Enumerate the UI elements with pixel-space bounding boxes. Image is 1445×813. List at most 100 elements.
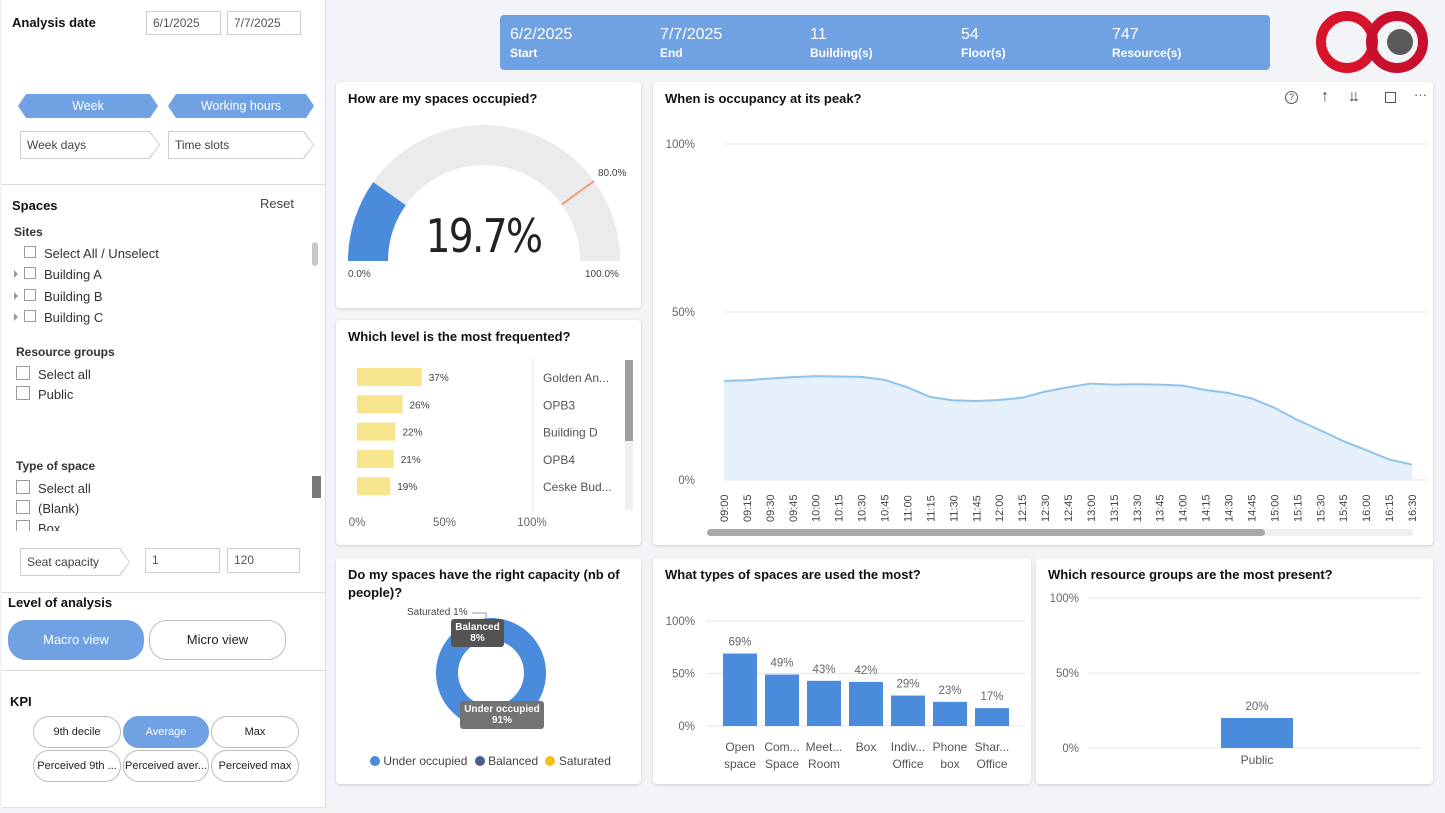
kpi-max-button[interactable]: Max <box>211 716 299 748</box>
checkbox-building-a[interactable] <box>24 267 36 279</box>
types-x-label: space <box>724 757 756 771</box>
level-scrollbar[interactable] <box>625 360 633 441</box>
types-bar[interactable] <box>807 680 841 726</box>
kpi-perceived-max-button[interactable]: Perceived max <box>211 750 299 782</box>
peak-x-tick: 11:30 <box>948 495 960 522</box>
types-x-label: Meet... <box>806 740 843 754</box>
expand-icon[interactable] <box>14 313 18 321</box>
types-x-label: Space <box>765 757 799 771</box>
legend-balanced[interactable]: Balanced <box>488 754 539 768</box>
types-card: What types of spaces are used the most? … <box>653 558 1031 784</box>
summary-banner: 6/2/2025 Start 7/7/2025 End 11 Building(… <box>500 15 1270 70</box>
legend-dot-saturated <box>545 756 556 766</box>
start-label: Start <box>510 46 538 60</box>
kpi-perceived-average-button[interactable]: Perceived aver... <box>123 750 209 782</box>
kpi-perceived-9th-button[interactable]: Perceived 9th ... <box>33 750 121 782</box>
peak-x-tick: 15:15 <box>1292 494 1304 522</box>
groups-title: Which resource groups are the most prese… <box>1048 567 1333 582</box>
capacity-legend: Under occupied Balanced Saturated <box>370 754 611 768</box>
checkbox-select-all-sites[interactable] <box>24 246 36 258</box>
logo-ring-left <box>1316 11 1378 73</box>
level-bar[interactable] <box>357 477 391 496</box>
level-bar[interactable] <box>357 449 394 468</box>
week-days-filter[interactable]: Week days <box>20 131 160 159</box>
week-button[interactable]: Week <box>18 94 158 118</box>
peak-x-tick: 16:30 <box>1407 494 1419 522</box>
saturated-label: Saturated 1% <box>407 607 468 618</box>
legend-saturated[interactable]: Saturated <box>558 754 611 768</box>
checkbox-box[interactable] <box>16 520 30 531</box>
groups-card: Which resource groups are the most prese… <box>1036 558 1433 784</box>
working-hours-button[interactable]: Working hours <box>168 94 314 118</box>
gauge-svg <box>348 125 620 261</box>
gauge-fill[interactable] <box>348 182 406 261</box>
level-category-label: OPB4 <box>543 453 575 467</box>
sites-scrollbar[interactable] <box>312 242 318 266</box>
more-options-icon[interactable]: ··· <box>1414 87 1427 102</box>
types-x-label: Office <box>892 757 923 771</box>
peak-scrollbar[interactable] <box>707 529 1265 536</box>
peak-chart: 100% 50% 0% 09:00 09:15 09:30 09:45 10:00 10:15 1… <box>666 139 1427 522</box>
checkbox-public[interactable] <box>16 386 30 400</box>
expand-icon[interactable] <box>14 292 18 300</box>
sort-up-icon[interactable]: ↑ <box>1321 88 1329 105</box>
types-bar-label: 42% <box>854 665 877 677</box>
peak-x-tick: 12:00 <box>994 494 1006 522</box>
types-bar[interactable] <box>765 674 799 726</box>
date-from-input[interactable]: 6/1/2025 <box>146 11 221 35</box>
checkbox-select-all-types[interactable] <box>16 480 30 494</box>
divider <box>2 592 326 593</box>
types-bar-label: 43% <box>812 664 835 676</box>
floors-label: Floor(s) <box>961 46 1006 60</box>
seat-max-input[interactable]: 120 <box>227 548 300 573</box>
level-x-tick: 0% <box>349 517 366 529</box>
help-icon[interactable]: ? <box>1285 91 1298 104</box>
types-bar[interactable] <box>891 695 925 726</box>
level-bar[interactable] <box>357 395 403 414</box>
groups-bar[interactable] <box>1221 718 1293 748</box>
peak-x-tick: 10:45 <box>880 494 892 522</box>
types-bar[interactable] <box>933 701 967 726</box>
peak-line[interactable] <box>723 375 1413 466</box>
peak-x-tick: 13:45 <box>1155 494 1167 522</box>
capacity-donut <box>436 612 546 728</box>
gauge-target-label: 80.0% <box>598 168 627 179</box>
types-y-tick: 100% <box>666 616 695 628</box>
type-of-space-label: Type of space <box>16 459 96 473</box>
level-bar[interactable] <box>357 368 422 386</box>
reset-button[interactable]: Reset <box>260 196 294 211</box>
capacity-title: Do my spaces have the right capacity (nb… <box>348 567 620 600</box>
time-slots-filter[interactable]: Time slots <box>168 131 314 159</box>
type-label: (Blank) <box>38 501 80 516</box>
kpi-average-button[interactable]: Average <box>123 716 209 748</box>
resources-value: 747 <box>1112 26 1139 43</box>
checkbox-building-c[interactable] <box>24 310 36 322</box>
types-x-label: Indiv... <box>891 740 925 754</box>
types-bar[interactable] <box>849 681 883 726</box>
legend-under[interactable]: Under occupied <box>383 754 468 768</box>
types-bar-label: 17% <box>980 691 1003 703</box>
checkbox-blank[interactable] <box>16 500 30 514</box>
types-x-label: Box <box>856 740 877 754</box>
kpi-9th-decile-button[interactable]: 9th decile <box>33 716 121 748</box>
focus-mode-icon[interactable] <box>1385 92 1396 103</box>
micro-view-button[interactable]: Micro view <box>149 620 286 660</box>
types-scrollbar[interactable] <box>312 476 321 498</box>
divider <box>2 184 326 185</box>
seat-capacity-filter[interactable]: Seat capacity <box>20 548 130 576</box>
level-bar[interactable] <box>357 422 396 441</box>
types-bar[interactable] <box>723 653 757 726</box>
seat-min-input[interactable]: 1 <box>145 548 220 573</box>
checkbox-select-all-groups[interactable] <box>16 366 30 380</box>
gauge-max-label: 100.0% <box>585 269 619 280</box>
date-to-input[interactable]: 7/7/2025 <box>227 11 301 35</box>
checkbox-building-b[interactable] <box>24 289 36 301</box>
types-bar[interactable] <box>975 708 1009 726</box>
peak-x-tick: 16:15 <box>1384 494 1396 522</box>
filter-panel: Analysis date 6/1/2025 7/7/2025 Week Wor… <box>2 0 326 808</box>
balanced-label: Balanced <box>455 622 500 633</box>
types-x-label: Shar... <box>975 740 1010 754</box>
expand-icon[interactable] <box>14 270 18 278</box>
macro-view-button[interactable]: Macro view <box>8 620 144 660</box>
type-label: Box <box>38 521 61 531</box>
